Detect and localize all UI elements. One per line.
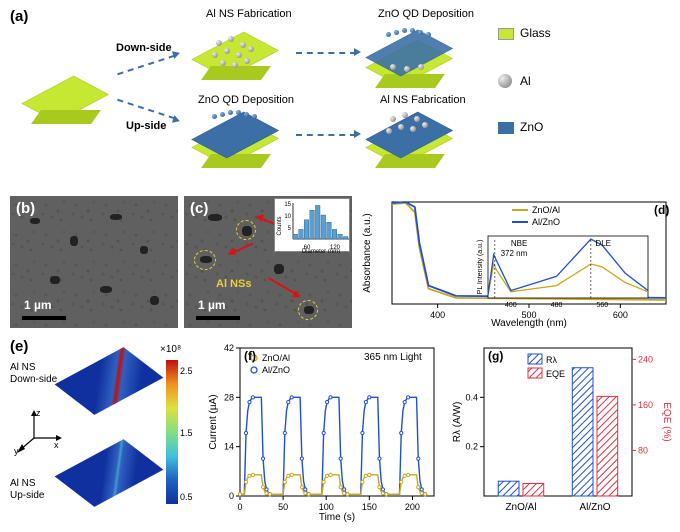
svg-text:Al/ZnO: Al/ZnO [579, 502, 610, 513]
svg-text:(g): (g) [488, 349, 503, 363]
cb-tick-1: 1.5 [180, 428, 193, 438]
svg-text:z: z [36, 408, 41, 418]
legend-zno: ZnO [520, 120, 543, 134]
cb-tick-2: 2.5 [180, 366, 193, 376]
zno-over-al [372, 30, 462, 90]
down-side-label: Down-side [116, 42, 172, 54]
zno-on-glass [198, 112, 288, 172]
svg-text:14: 14 [224, 442, 234, 452]
up-side-label: Up-side [126, 120, 166, 132]
inset-histogram: 5101560120CountsDiameter (nm) [274, 198, 350, 252]
svg-text:400: 400 [430, 310, 445, 320]
label-c: (c) [190, 200, 208, 217]
svg-text:Current (µA): Current (µA) [208, 394, 219, 449]
svg-text:42: 42 [224, 343, 234, 353]
svg-text:400: 400 [505, 302, 517, 309]
svg-text:y: y [14, 446, 19, 456]
svg-text:ZnO/Al: ZnO/Al [532, 205, 560, 215]
al-fab-label-top: Al NS Fabrication [206, 8, 292, 20]
scalebar-c [196, 316, 240, 320]
svg-text:480: 480 [551, 302, 563, 309]
svg-text:Time (s): Time (s) [319, 512, 355, 523]
arrow-down-path [117, 55, 175, 75]
sim-bottom [55, 439, 164, 507]
cb-tick-0: 0.5 [180, 492, 193, 502]
label-e: (e) [10, 338, 28, 355]
svg-text:365 nm Light: 365 nm Light [364, 352, 422, 363]
svg-text:Absorbance (a.u.): Absorbance (a.u.) [362, 213, 373, 293]
legend-al-swatch [498, 74, 512, 88]
panel-f-svg: 0 14 28 42 0 50 100 150 200 Time (s) Current (µA) Z… [204, 338, 442, 524]
svg-text:Al/ZnO: Al/ZnO [262, 365, 290, 375]
panel-a: (a) Down-side Up-side Al NS Fabrication … [8, 4, 672, 184]
zno-dep-label-bot: ZnO QD Deposition [198, 94, 294, 106]
svg-text:(f): (f) [244, 349, 256, 363]
svg-text:(d): (d) [654, 203, 669, 217]
panel-g-svg: ZnO/Al Al/ZnO 0.2 0.4 80 160 240 Rλ (A/W) EQE (%… [448, 338, 672, 524]
svg-text:372 nm: 372 nm [501, 249, 528, 258]
panel-d-chart: 400500600Wavelength (nm)Absorbance (a.u.… [358, 196, 672, 328]
svg-text:560: 560 [596, 302, 608, 309]
legend-glass-swatch [498, 28, 514, 40]
label-b: (b) [16, 200, 35, 217]
svg-text:Al/ZnO: Al/ZnO [532, 217, 560, 227]
svg-text:ZnO/Al: ZnO/Al [262, 353, 290, 363]
sim-top-label: Al NS Down-side [10, 362, 57, 386]
svg-text:50: 50 [278, 502, 288, 512]
svg-text:ZnO/Al: ZnO/Al [505, 502, 536, 513]
svg-text:Rλ: Rλ [546, 355, 557, 365]
svg-text:EQE (%): EQE (%) [661, 402, 672, 441]
axes-icon: z x y [14, 408, 64, 458]
legend-zno-swatch [498, 122, 514, 134]
legend-al: Al [520, 74, 531, 88]
svg-text:10: 10 [284, 214, 291, 220]
colorbar [166, 360, 178, 504]
scale-b-text: 1 µm [24, 298, 52, 312]
hist-svg: 5101560120CountsDiameter (nm) [275, 199, 351, 253]
svg-text:100: 100 [319, 502, 334, 512]
svg-text:240: 240 [638, 354, 653, 364]
svg-text:150: 150 [362, 502, 377, 512]
zno-dep-label-top: ZnO QD Deposition [378, 8, 474, 20]
svg-text:Rλ (A/W): Rλ (A/W) [452, 402, 463, 443]
svg-text:Counts: Counts [277, 216, 283, 235]
panel-e: (e) Al NS Down-side Al NS Up-side z x y … [8, 338, 196, 524]
svg-text:PL Intensity (a.u.): PL Intensity (a.u.) [477, 240, 484, 295]
label-a: (a) [10, 8, 28, 25]
legend-glass: Glass [520, 26, 551, 40]
scalebar-b [22, 316, 66, 320]
svg-text:0: 0 [237, 502, 242, 512]
svg-text:200: 200 [405, 502, 420, 512]
svg-text:NBE: NBE [511, 239, 527, 248]
svg-text:0.2: 0.2 [465, 442, 478, 452]
panel-d-svg: 400500600Wavelength (nm)Absorbance (a.u.… [358, 196, 672, 328]
al-nss-label: Al NSs [216, 278, 251, 290]
svg-text:0.4: 0.4 [465, 392, 478, 402]
panel-f-chart: 0 14 28 42 0 50 100 150 200 Time (s) Current (µA) Z… [204, 338, 442, 524]
panel-g-chart: ZnO/Al Al/ZnO 0.2 0.4 80 160 240 Rλ (A/W) EQE (%… [448, 338, 672, 524]
arrow-up-path [117, 99, 175, 119]
svg-text:80: 80 [638, 445, 648, 455]
al-on-zno [372, 112, 462, 172]
svg-text:x: x [54, 440, 59, 450]
svg-text:160: 160 [638, 400, 653, 410]
al-on-glass [198, 30, 288, 90]
colorbar-exp: ×10⁸ [160, 344, 181, 355]
scale-c-text: 1 µm [198, 298, 226, 312]
svg-text:0: 0 [229, 491, 234, 501]
svg-text:15: 15 [284, 202, 291, 208]
sim-top [55, 347, 164, 415]
svg-text:DLE: DLE [595, 239, 611, 248]
svg-text:EQE: EQE [546, 369, 565, 379]
svg-text:28: 28 [224, 392, 234, 402]
svg-text:5: 5 [288, 226, 292, 232]
svg-text:600: 600 [613, 310, 628, 320]
glass-substrate [28, 74, 118, 134]
sim-bot-label: Al NS Up-side [10, 478, 44, 502]
al-fab-label-bot: Al NS Fabrication [380, 94, 466, 106]
svg-text:Diameter (nm): Diameter (nm) [302, 249, 340, 253]
svg-text:Wavelength (nm): Wavelength (nm) [491, 318, 567, 328]
